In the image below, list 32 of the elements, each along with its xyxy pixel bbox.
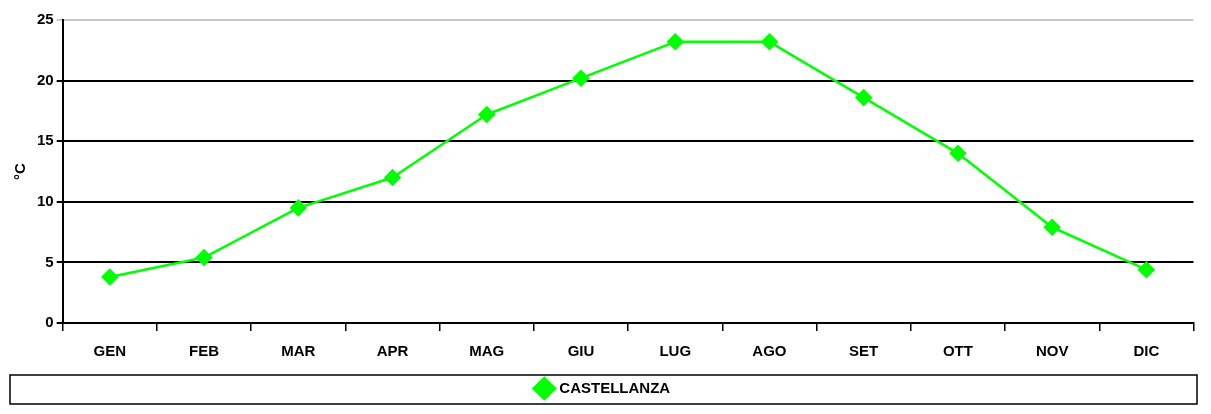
point bbox=[1043, 219, 1061, 236]
x-tick-label: OTT bbox=[942, 342, 973, 360]
y-axis-title: °C bbox=[11, 162, 29, 180]
legend-label: CASTELLANZA bbox=[559, 378, 671, 396]
x-tick-label: DIC bbox=[1133, 342, 1160, 360]
x-tick-label: MAR bbox=[281, 342, 316, 360]
x-tick-label: MAG bbox=[469, 342, 505, 360]
x-tick-label: FEB bbox=[189, 342, 220, 360]
x-tick-label: GEN bbox=[93, 342, 127, 360]
x-tick-label: GIU bbox=[567, 342, 595, 360]
y-tick-label: 10 bbox=[37, 191, 54, 209]
point bbox=[949, 145, 967, 162]
point bbox=[101, 268, 119, 286]
point bbox=[290, 199, 307, 217]
x-tick-label: APR bbox=[376, 342, 409, 360]
x-tick-label: NOV bbox=[1035, 342, 1069, 360]
y-tick-label: 20 bbox=[37, 70, 54, 88]
point bbox=[761, 33, 778, 51]
y-tick-label: 25 bbox=[37, 10, 54, 28]
point bbox=[666, 33, 684, 51]
point bbox=[195, 249, 213, 266]
y-tick-label: 15 bbox=[37, 131, 54, 149]
point bbox=[384, 169, 401, 186]
x-tick-label: AGO bbox=[752, 342, 787, 360]
x-tick-label: LUG bbox=[659, 342, 692, 360]
point bbox=[1138, 261, 1155, 278]
y-tick-label: 0 bbox=[45, 313, 54, 331]
point bbox=[478, 106, 495, 123]
y-tick-label: 5 bbox=[45, 252, 54, 270]
x-tick-label: SET bbox=[849, 342, 879, 360]
point bbox=[572, 69, 590, 87]
point bbox=[855, 89, 872, 106]
